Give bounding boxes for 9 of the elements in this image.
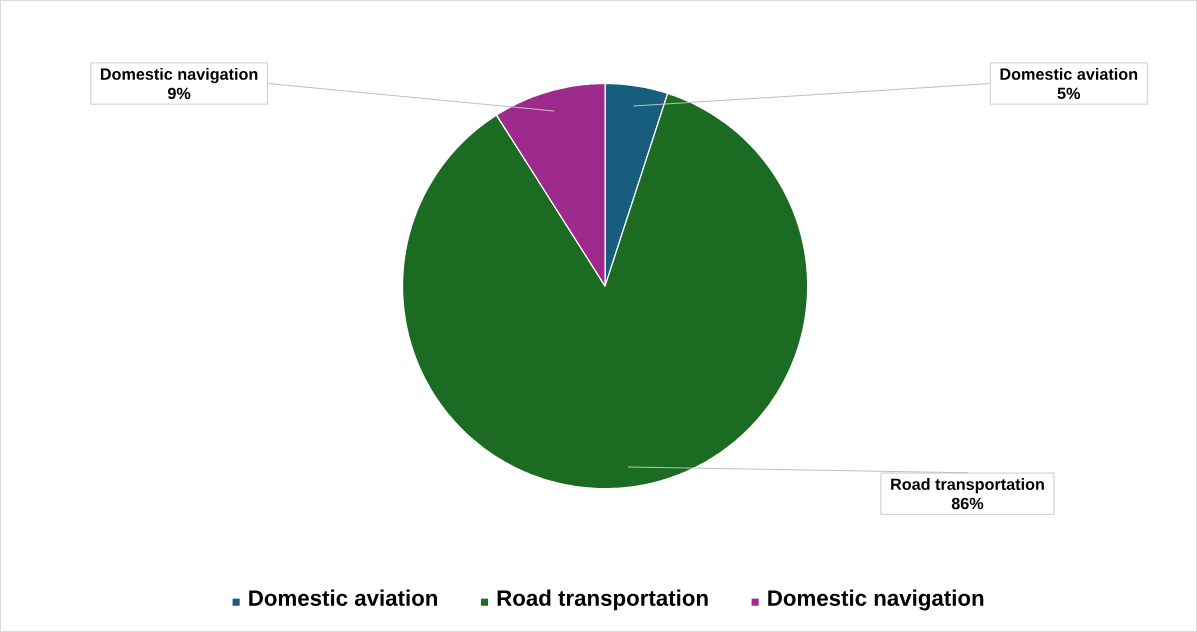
data-label: 5%	[1057, 87, 1081, 100]
slice-label: Domestic aviation	[1000, 68, 1138, 80]
legend-label: Domestic aviation	[249, 589, 438, 606]
data-label: 86%	[951, 497, 984, 510]
slice-label: Domestic navigation	[100, 68, 258, 84]
slice-label: Road transportation	[891, 478, 1044, 494]
data-label: 9%	[167, 87, 191, 100]
legend-label: Road transportation	[497, 589, 708, 611]
legend-label: Domestic navigation	[768, 589, 984, 611]
